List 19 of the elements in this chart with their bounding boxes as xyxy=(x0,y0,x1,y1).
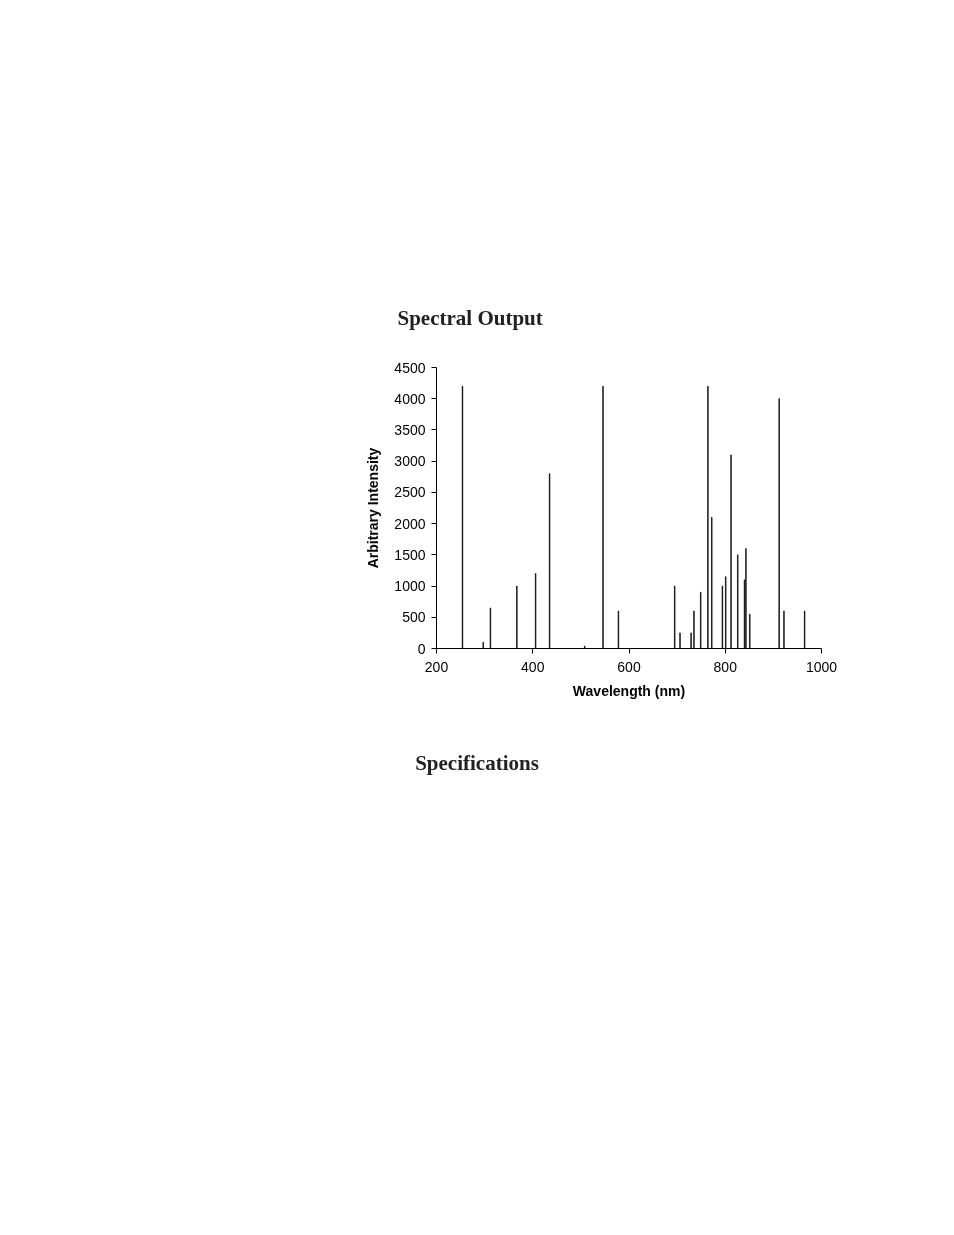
y-tick-label: 0 xyxy=(417,640,426,657)
y-tick-label: 4000 xyxy=(394,390,426,407)
y-tick-label: 3000 xyxy=(394,453,426,470)
y-tick-label: 1000 xyxy=(394,578,426,595)
x-tick-label: 800 xyxy=(713,658,738,675)
x-tick-label: 400 xyxy=(521,658,545,675)
y-tick-label: 2500 xyxy=(394,484,426,501)
y-tick-label: 4500 xyxy=(394,359,426,376)
y-tick-label: 3500 xyxy=(394,421,426,438)
x-tick-label: 600 xyxy=(617,658,641,675)
text: Specifications xyxy=(415,750,539,777)
y-tick-label: 2000 xyxy=(394,515,426,532)
y-axis-title: Arbitrary Intensity xyxy=(365,447,382,569)
y-tick-label: 500 xyxy=(402,609,426,626)
x-axis-title: Wavelength (nm) xyxy=(572,682,686,699)
chart-title: Spectral Output xyxy=(397,305,543,330)
x-tick-label: 1000 xyxy=(805,658,838,675)
y-tick-label: 1500 xyxy=(394,546,426,563)
x-tick-label: 200 xyxy=(424,658,449,675)
